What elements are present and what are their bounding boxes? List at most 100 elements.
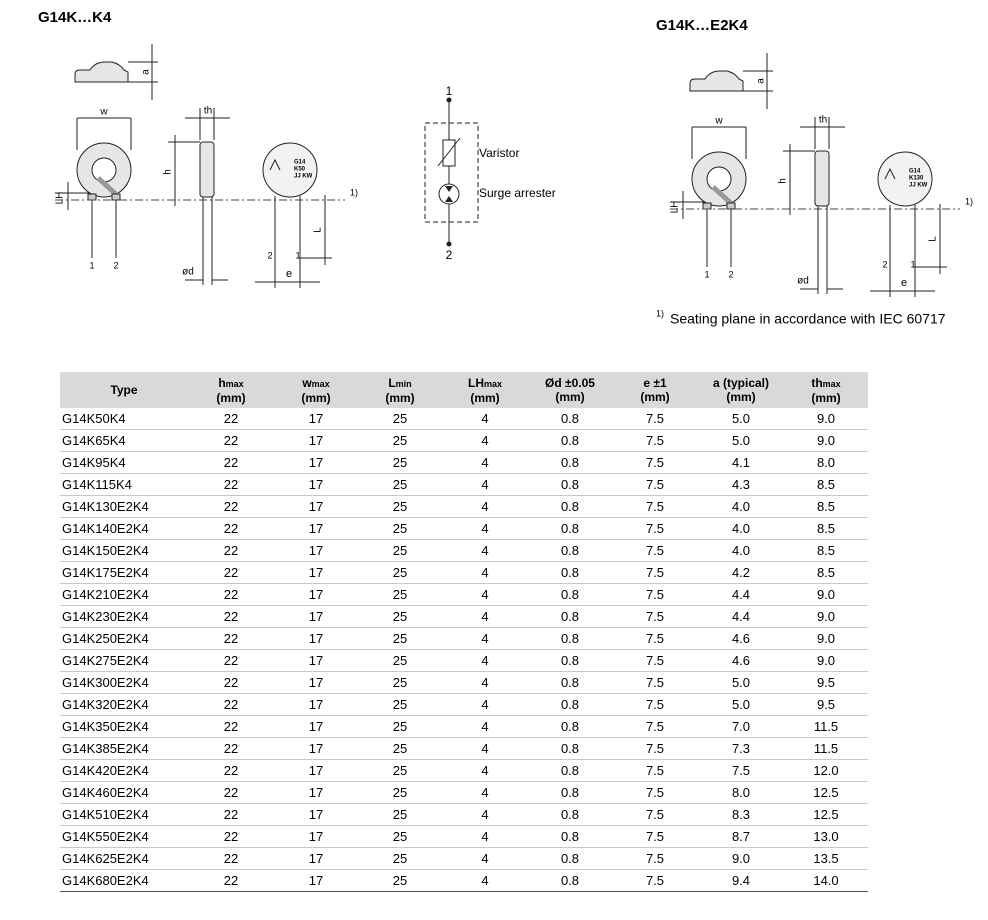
table-cell: 22	[188, 715, 274, 738]
table-cell: 9.0	[784, 408, 868, 430]
table-cell: 0.8	[528, 693, 612, 716]
dim-label: ød	[182, 267, 194, 278]
header-cell: e ±1 (mm)	[612, 372, 698, 408]
table-cell: 4	[442, 473, 528, 496]
table-cell: 25	[358, 429, 442, 452]
table-cell: G14K300E2K4	[60, 671, 188, 694]
header-cell: thmax (mm)	[784, 372, 868, 408]
table-cell: 25	[358, 671, 442, 694]
table-cell: 4.4	[698, 583, 784, 606]
table-cell: G14K95K4	[60, 451, 188, 474]
table-cell: 13.0	[784, 825, 868, 848]
table-cell: 8.5	[784, 539, 868, 562]
table-cell: 4.0	[698, 517, 784, 540]
table-cell: 22	[188, 408, 274, 430]
table-cell: G14K50K4	[60, 408, 188, 430]
table-cell: 25	[358, 715, 442, 738]
header-sub: max	[822, 378, 841, 389]
table-cell: 9.0	[784, 429, 868, 452]
hole	[706, 166, 732, 192]
table-cell: 0.8	[528, 803, 612, 826]
table-cell: 4	[442, 561, 528, 584]
table-row: G14K420E2K4 22 17 25 4 0.8 7.5 7.5 12.0	[60, 759, 868, 782]
table-cell: 17	[274, 759, 358, 782]
table-row: G14K150E2K4 22 17 25 4 0.8 7.5 4.0 8.5	[60, 539, 868, 562]
table-cell: G14K275E2K4	[60, 649, 188, 672]
table-cell: 4.4	[698, 605, 784, 628]
table-cell: 22	[188, 627, 274, 650]
table-cell: 4	[442, 869, 528, 892]
table-cell: 0.8	[528, 825, 612, 848]
header-sub: max	[225, 378, 244, 389]
table-row: G14K175E2K4 22 17 25 4 0.8 7.5 4.2 8.5	[60, 561, 868, 584]
table-cell: 4	[442, 671, 528, 694]
marking: G14	[294, 160, 306, 166]
data-table: Type hmax (mm) wmax (mm) Lmin (mm) LHmax (mm) Ød …	[60, 372, 868, 892]
table-cell: 7.5	[612, 715, 698, 738]
pin-label: 2	[728, 269, 733, 279]
logo	[269, 158, 281, 171]
table-cell: 7.5	[612, 429, 698, 452]
table-cell: 4	[442, 495, 528, 518]
logo	[884, 167, 896, 180]
pin-label: 1	[704, 269, 709, 279]
header-sub: min	[395, 378, 412, 389]
table-row: G14K300E2K4 22 17 25 4 0.8 7.5 5.0 9.5	[60, 671, 868, 694]
table-cell: 7.5	[612, 583, 698, 606]
table-cell: 0.8	[528, 847, 612, 870]
table-cell: 25	[358, 517, 442, 540]
table-cell: 22	[188, 671, 274, 694]
lead-stub	[111, 193, 121, 201]
table-cell: 7.5	[612, 671, 698, 694]
table-cell: 22	[188, 825, 274, 848]
varistor-symbol	[442, 139, 456, 167]
table-cell: 25	[358, 825, 442, 848]
table-cell: 4.1	[698, 451, 784, 474]
table-cell: 0.8	[528, 517, 612, 540]
table-row: G14K250E2K4 22 17 25 4 0.8 7.5 4.6 9.0	[60, 627, 868, 650]
table-cell: 25	[358, 451, 442, 474]
dim-label: L	[313, 227, 324, 233]
table-cell: 4	[442, 759, 528, 782]
table-cell: 7.5	[612, 847, 698, 870]
header-label: L	[388, 375, 396, 390]
header-label: w	[302, 375, 312, 390]
table-cell: 8.7	[698, 825, 784, 848]
table-cell: G14K150E2K4	[60, 539, 188, 562]
table-cell: 4	[442, 825, 528, 848]
header-label: h	[218, 375, 226, 390]
table-row: G14K130E2K4 22 17 25 4 0.8 7.5 4.0 8.5	[60, 495, 868, 518]
table-row: G14K680E2K4 22 17 25 4 0.8 7.5 9.4 14.0	[60, 869, 868, 892]
marked-disc	[877, 151, 933, 207]
table-cell: 7.5	[612, 495, 698, 518]
header-unit: (mm)	[811, 390, 841, 405]
table-cell: 4	[442, 583, 528, 606]
table-cell: 17	[274, 825, 358, 848]
header-cell: LHmax (mm)	[442, 372, 528, 408]
table-cell: 7.5	[612, 803, 698, 826]
table-cell: 7.5	[612, 693, 698, 716]
table-cell: G14K385E2K4	[60, 737, 188, 760]
symbol-box	[424, 122, 479, 223]
marking: JJ KW	[909, 183, 928, 189]
table-cell: 7.0	[698, 715, 784, 738]
header-label: Ød ±0.05	[545, 376, 595, 390]
header-row: Type hmax (mm) wmax (mm) Lmin (mm) LHmax (mm) Ød …	[60, 372, 868, 408]
table-row: G14K275E2K4 22 17 25 4 0.8 7.5 4.6 9.0	[60, 649, 868, 672]
table-cell: 4	[442, 539, 528, 562]
arrester-symbol	[438, 183, 460, 205]
table-cell: 25	[358, 605, 442, 628]
table-cell: 0.8	[528, 473, 612, 496]
dim-label: ød	[797, 276, 809, 287]
table-cell: 17	[274, 561, 358, 584]
table-cell: 7.5	[612, 605, 698, 628]
table-cell: 4	[442, 803, 528, 826]
table-cell: 17	[274, 473, 358, 496]
header-cell: Ød ±0.05 (mm)	[528, 372, 612, 408]
side-body	[199, 141, 215, 198]
header-unit: (mm)	[385, 390, 415, 405]
table-cell: 25	[358, 627, 442, 650]
table-cell: 9.0	[784, 583, 868, 606]
table-cell: 8.5	[784, 517, 868, 540]
